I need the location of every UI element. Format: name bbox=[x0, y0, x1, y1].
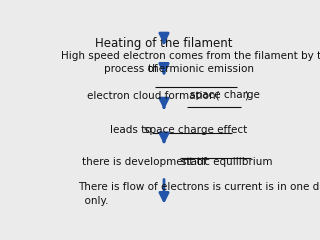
Text: There is flow of electrons is current is in one direction: There is flow of electrons is current is… bbox=[78, 182, 320, 192]
Text: only.: only. bbox=[78, 196, 108, 206]
Text: static equilibrium: static equilibrium bbox=[181, 157, 273, 167]
Text: thermionic emission: thermionic emission bbox=[148, 64, 254, 74]
Text: leads to: leads to bbox=[110, 125, 155, 134]
Text: ): ) bbox=[244, 90, 248, 100]
Text: electron cloud formation(: electron cloud formation( bbox=[87, 90, 220, 100]
Text: space charge effect: space charge effect bbox=[144, 125, 248, 134]
Text: space charge: space charge bbox=[190, 90, 260, 100]
Text: process of: process of bbox=[104, 64, 161, 74]
Text: Heating of the filament: Heating of the filament bbox=[95, 36, 233, 50]
Text: High speed electron comes from the filament by the: High speed electron comes from the filam… bbox=[61, 51, 320, 60]
Text: there is development of: there is development of bbox=[82, 157, 210, 167]
